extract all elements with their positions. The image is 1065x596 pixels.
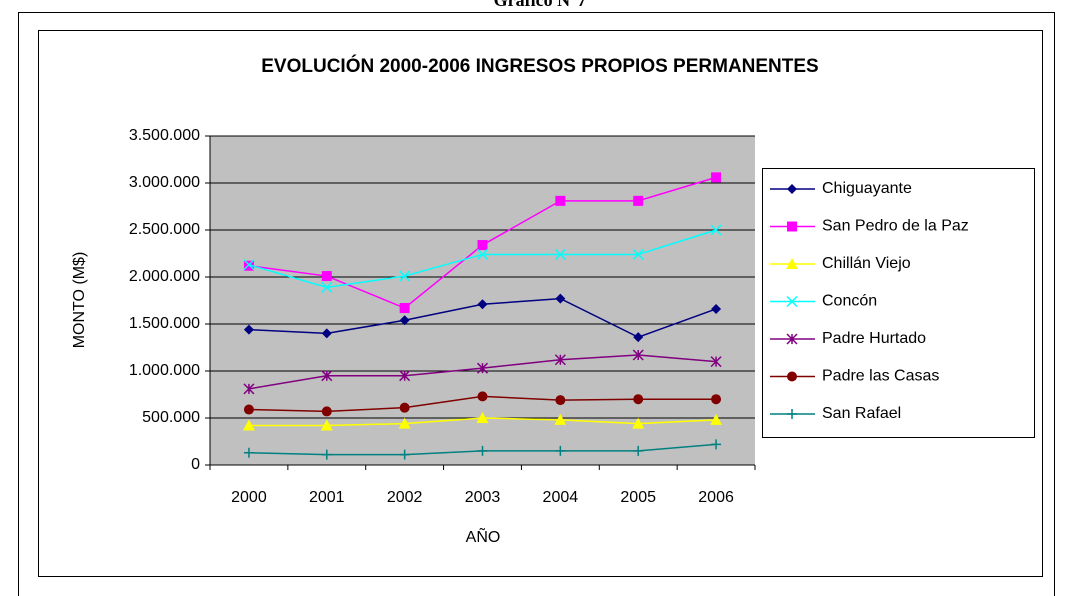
marker — [632, 417, 645, 429]
marker — [555, 195, 566, 206]
legend-label: Padre Hurtado — [822, 330, 926, 347]
marker — [398, 417, 411, 429]
y-tick-label: 3.500.000 — [129, 127, 200, 144]
marker — [711, 303, 722, 314]
marker — [321, 449, 332, 460]
y-tick-label: 0 — [191, 456, 200, 473]
marker — [399, 303, 410, 314]
marker — [320, 419, 333, 431]
marker — [711, 172, 722, 183]
marker — [399, 449, 410, 460]
legend-label: Chiguayante — [822, 180, 912, 197]
marker — [477, 445, 488, 456]
marker — [321, 271, 332, 282]
marker — [477, 240, 488, 251]
marker — [399, 370, 411, 382]
page-frame — [18, 12, 1055, 596]
y-tick-label: 500.000 — [142, 409, 200, 426]
marker — [632, 349, 644, 361]
marker — [786, 295, 798, 308]
marker — [711, 439, 722, 450]
chart-title: EVOLUCIÓN 2000-2006 INGRESOS PROPIOS PER… — [261, 55, 819, 77]
marker — [710, 356, 722, 368]
marker — [321, 281, 333, 293]
marker — [555, 445, 566, 456]
marker — [633, 332, 644, 343]
y-tick-label: 3.000.000 — [129, 174, 200, 191]
marker — [632, 248, 644, 260]
marker — [554, 413, 567, 425]
marker — [787, 184, 797, 194]
legend-label: San Rafael — [822, 405, 901, 422]
marker — [243, 324, 254, 335]
legend-label: Concón — [822, 293, 877, 310]
marker — [321, 370, 333, 382]
marker — [555, 293, 566, 304]
marker — [399, 315, 410, 326]
y-tick-label: 2.500.000 — [129, 221, 200, 238]
legend — [762, 168, 1035, 438]
y-tick-label: 2.000.000 — [129, 268, 200, 285]
marker — [554, 354, 566, 366]
marker — [787, 221, 797, 232]
y-tick-label: 1.500.000 — [129, 315, 200, 332]
x-axis-title: AÑO — [466, 526, 501, 546]
marker — [399, 270, 411, 282]
marker — [787, 409, 797, 419]
x-tick-label: 2005 — [620, 489, 656, 506]
marker — [243, 447, 254, 458]
marker — [554, 248, 566, 260]
marker — [787, 371, 797, 382]
marker — [243, 383, 255, 395]
marker — [633, 445, 644, 456]
marker — [633, 195, 644, 206]
marker — [399, 402, 410, 413]
marker — [321, 328, 332, 339]
legend-label: Chillán Viejo — [822, 255, 911, 272]
marker — [476, 248, 489, 260]
marker — [242, 419, 255, 431]
marker — [321, 406, 332, 417]
x-tick-label: 2001 — [309, 489, 345, 506]
x-tick-label: 2003 — [465, 489, 501, 506]
marker — [243, 259, 255, 271]
marker — [477, 391, 488, 402]
marker — [786, 258, 798, 269]
marker — [243, 404, 254, 415]
y-axis-title: MONTO (M$) — [71, 252, 88, 349]
x-tick-label: 2006 — [698, 489, 734, 506]
marker — [476, 412, 489, 423]
marker — [477, 299, 488, 310]
marker — [710, 224, 722, 236]
marker — [710, 413, 723, 425]
marker — [786, 333, 798, 345]
legend-label: San Pedro de la Paz — [822, 218, 969, 235]
y-tick-label: 1.000.000 — [129, 362, 200, 379]
marker — [555, 395, 566, 406]
x-tick-label: 2004 — [543, 489, 579, 506]
caption: Gráfico N°7 — [494, 0, 587, 10]
marker — [711, 394, 722, 405]
marker — [476, 362, 489, 374]
marker — [633, 394, 644, 405]
legend-label: Padre las Casas — [822, 368, 939, 385]
x-tick-label: 2002 — [387, 489, 423, 506]
x-tick-label: 2000 — [231, 489, 267, 506]
